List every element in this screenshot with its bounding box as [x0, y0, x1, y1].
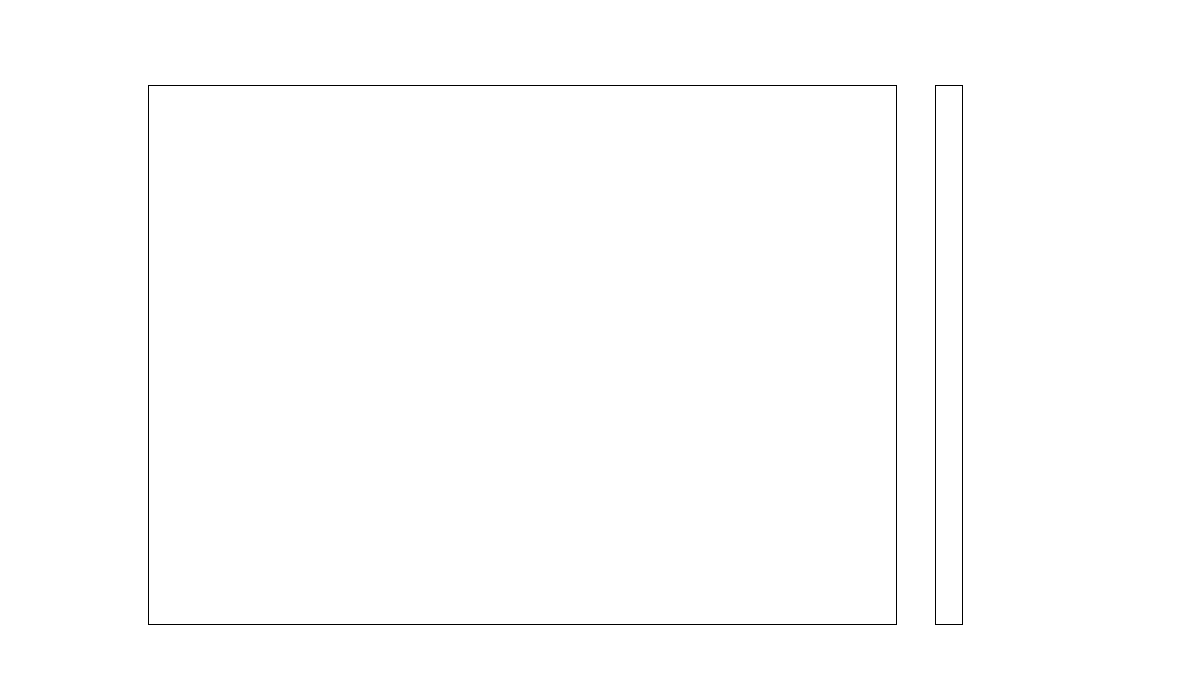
colorbar-label [1048, 153, 1078, 557]
heatmap-canvas [148, 85, 897, 625]
colorbar-canvas [935, 85, 963, 625]
y-axis-label [40, 153, 70, 557]
